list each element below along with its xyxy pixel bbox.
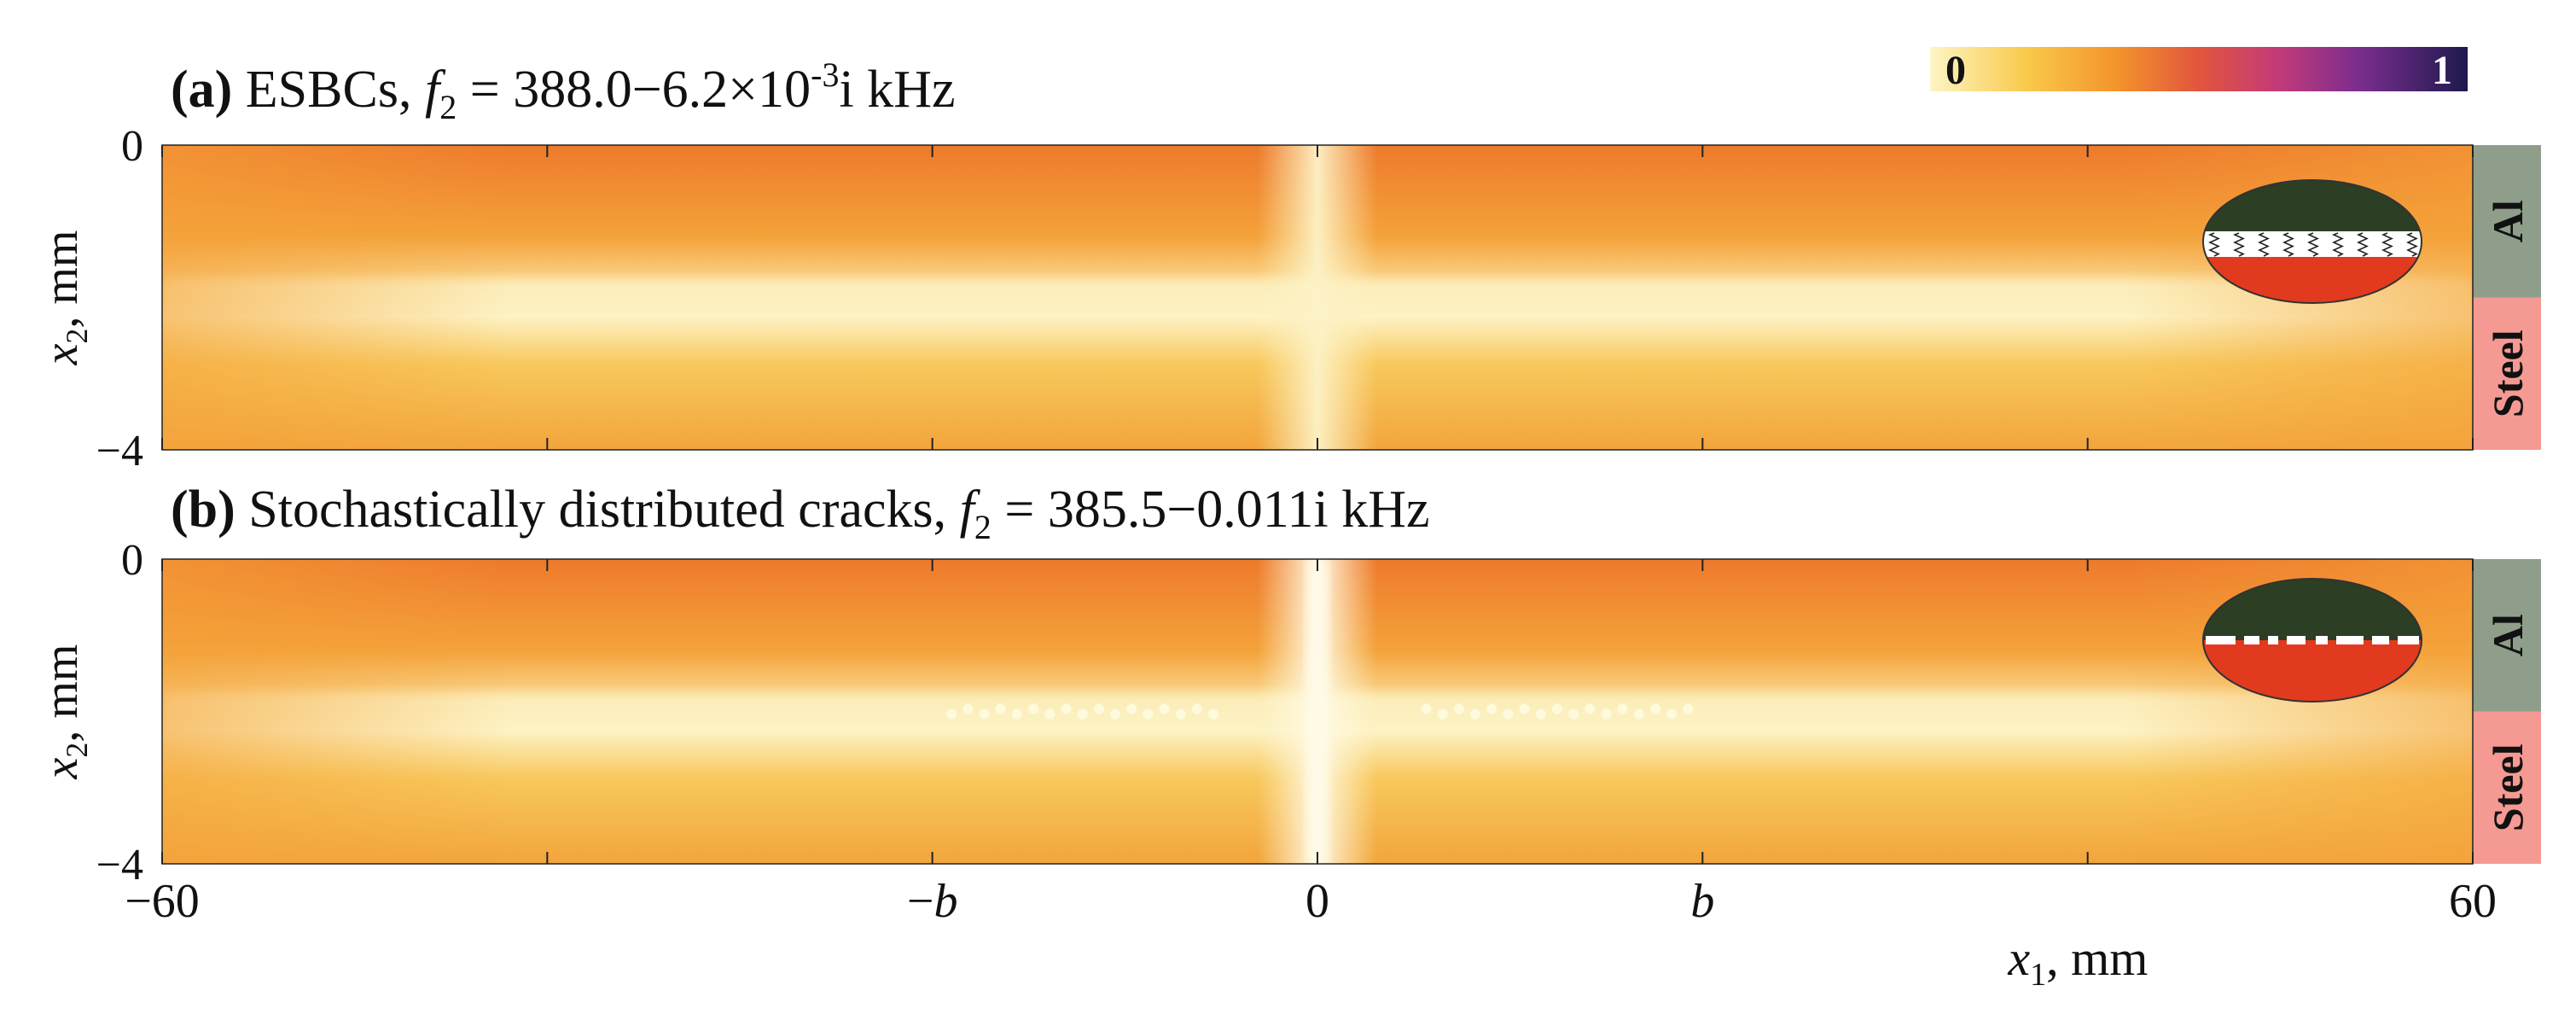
x-tick-label: 60 <box>2449 875 2497 928</box>
inset-crack <box>2244 636 2259 644</box>
inset-spring <box>2282 232 2294 257</box>
panel-title: (a) ESBCs, f2 = 388.0−6.2×10-3i kHz <box>171 55 956 126</box>
y-tick-label: 0 <box>121 122 143 171</box>
y-tick-label: −4 <box>96 841 143 889</box>
layer-al-box <box>2473 559 2541 712</box>
y-axis-label-symbol: x <box>35 343 88 365</box>
heatmap-field <box>162 145 2473 450</box>
layer-steel-box <box>2473 297 2541 450</box>
heatmap-edge-fade <box>162 145 2473 450</box>
inset-spring <box>2331 232 2344 257</box>
inset-crack <box>2287 636 2306 644</box>
x-axis-label-unit: , mm <box>2046 930 2148 986</box>
inset-spring <box>2356 232 2369 257</box>
panel-title: (b) Stochastically distributed cracks, f… <box>171 481 1430 546</box>
frequency-unit: i kHz <box>839 61 955 119</box>
heatmap-edge-fade <box>162 559 2473 864</box>
colorbar: 0 1 <box>1930 47 2468 93</box>
y-axis-label-unit: , mm <box>35 230 88 329</box>
frequency-exponent: -3 <box>811 55 839 94</box>
frequency-value: = 385.5−0.011i kHz <box>991 481 1430 539</box>
inset-outline <box>2202 578 2422 703</box>
x-tick-label: −60 <box>125 875 200 928</box>
inset-spring <box>2405 232 2418 257</box>
interface-inset <box>2202 179 2422 304</box>
y-axis-label: x2, mm <box>35 644 94 780</box>
inset-crack <box>2316 636 2328 644</box>
interface-inset <box>2202 578 2422 703</box>
layer-steel-box <box>2473 711 2541 864</box>
inset-crack <box>2372 636 2389 644</box>
inset-crack <box>2336 636 2364 644</box>
panel-label: (a) <box>171 61 246 119</box>
panel-title-text: ESBCs, <box>246 61 425 119</box>
x-tick-label: b <box>1690 875 1714 928</box>
inset-spring <box>2381 232 2393 257</box>
colorbar-gradient <box>1930 47 2468 91</box>
inset-spring <box>2306 232 2319 257</box>
inset-spring <box>2207 232 2220 257</box>
y-tick-label: 0 <box>121 536 143 585</box>
inset-outline <box>2202 179 2422 304</box>
frequency-subscript: 2 <box>974 508 991 546</box>
frequency-subscript: 2 <box>439 88 456 126</box>
y-tick-label: −4 <box>96 427 143 475</box>
x-axis-label: x1, mm <box>2007 930 2148 993</box>
heatmap-field <box>162 559 2473 864</box>
x-axis-label-symbol: x <box>2007 930 2030 986</box>
y-axis-label: x2, mm <box>35 230 94 366</box>
x-tick-label: 0 <box>1305 875 1329 928</box>
layer-al-box <box>2473 145 2541 298</box>
layer-label-al: Al <box>2484 614 2532 656</box>
y-axis-label-symbol: x <box>35 757 88 779</box>
panel-label: (b) <box>171 481 248 539</box>
layer-label-steel: Steel <box>2484 329 2532 417</box>
inset-crack <box>2398 636 2419 644</box>
inset-crack <box>2206 636 2236 644</box>
y-axis-label-subscript: 2 <box>60 329 94 344</box>
y-axis-label-subscript: 2 <box>60 743 94 758</box>
colorbar-min-label: 0 <box>1945 48 1966 93</box>
x-axis-label-subscript: 1 <box>2030 957 2046 993</box>
inset-crack <box>2268 636 2278 644</box>
inset-spring <box>2257 232 2270 257</box>
panel-title-text: Stochastically distributed cracks, <box>248 481 959 539</box>
x-tick-label: −b <box>907 875 958 928</box>
layer-label-steel: Steel <box>2484 743 2532 831</box>
y-axis-label-unit: , mm <box>35 644 88 743</box>
layer-label-al: Al <box>2484 200 2532 242</box>
inset-spring <box>2232 232 2245 257</box>
frequency-value: = 388.0−6.2×10 <box>456 61 811 119</box>
colorbar-max-label: 1 <box>2432 48 2452 93</box>
